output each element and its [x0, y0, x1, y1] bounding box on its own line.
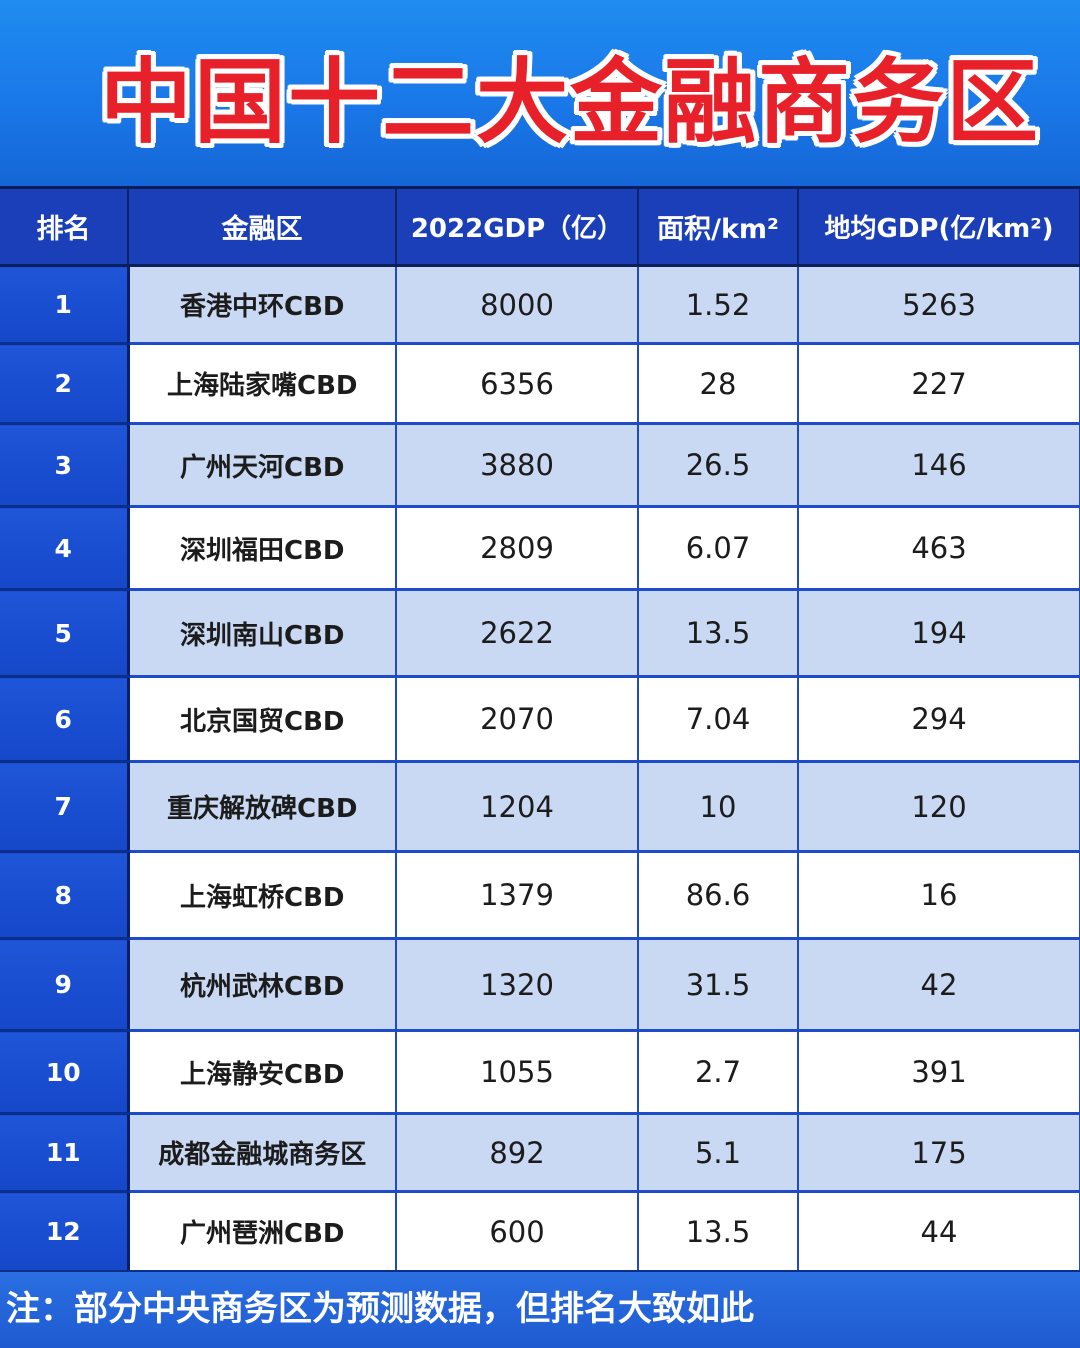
rank-cell: 9: [0, 938, 130, 1032]
area-cell: 10: [638, 761, 799, 853]
gdp-cell: 8000: [396, 265, 639, 345]
area-cell: 26.5: [638, 423, 799, 508]
district-cell: 深圳福田CBD: [128, 506, 397, 591]
table-row: 12 广州琶洲CBD 600 13.5 44: [0, 1191, 1080, 1273]
rank-cell: 5: [0, 589, 130, 678]
district-cell: 上海陆家嘴CBD: [128, 343, 397, 425]
area-cell: 6.07: [638, 506, 799, 591]
district-cell: 上海静安CBD: [128, 1030, 397, 1115]
district-cell: 杭州武林CBD: [128, 938, 397, 1032]
rank-cell: 12: [0, 1191, 130, 1273]
density-cell: 175: [798, 1113, 1080, 1193]
table-row: 4 深圳福田CBD 2809 6.07 463: [0, 506, 1080, 591]
header-row: 排名 金融区 2022GDP（亿） 面积/km² 地均GDP(亿/km²): [0, 186, 1080, 267]
area-cell: 13.5: [638, 589, 799, 678]
gdp-cell: 6356: [396, 343, 639, 425]
table-row: 2 上海陆家嘴CBD 6356 28 227: [0, 343, 1080, 425]
header-gdp: 2022GDP（亿）: [396, 186, 639, 267]
area-cell: 7.04: [638, 676, 799, 763]
rank-cell: 8: [0, 851, 130, 940]
header-area: 面积/km²: [638, 186, 799, 267]
gdp-cell: 892: [396, 1113, 639, 1193]
cbd-ranking-table-container: 排名 金融区 2022GDP（亿） 面积/km² 地均GDP(亿/km²) 1 …: [0, 186, 1080, 1273]
rank-cell: 2: [0, 343, 130, 425]
header-rank: 排名: [0, 186, 129, 267]
district-cell: 上海虹桥CBD: [128, 851, 397, 940]
rank-cell: 6: [0, 676, 130, 763]
gdp-cell: 1379: [396, 851, 639, 940]
gdp-cell: 1055: [396, 1030, 639, 1115]
density-cell: 194: [798, 589, 1080, 678]
rank-cell: 4: [0, 506, 130, 591]
header-district: 金融区: [128, 186, 397, 267]
table-row: 8 上海虹桥CBD 1379 86.6 16: [0, 851, 1080, 940]
area-cell: 28: [638, 343, 799, 425]
density-cell: 44: [798, 1191, 1080, 1273]
area-cell: 1.52: [638, 265, 799, 345]
table-body: 1 香港中环CBD 8000 1.52 5263 2 上海陆家嘴CBD 6356…: [0, 265, 1080, 1273]
density-cell: 120: [798, 761, 1080, 853]
district-cell: 广州天河CBD: [128, 423, 397, 508]
area-cell: 5.1: [638, 1113, 799, 1193]
gdp-cell: 1320: [396, 938, 639, 1032]
density-cell: 5263: [798, 265, 1080, 345]
footnote: 注：部分中央商务区为预测数据，但排名大致如此: [0, 1270, 1080, 1348]
title-banner: 中国十二大金融商务区: [0, 0, 1080, 185]
rank-cell: 11: [0, 1113, 130, 1193]
area-cell: 31.5: [638, 938, 799, 1032]
density-cell: 294: [798, 676, 1080, 763]
rank-cell: 1: [0, 265, 130, 345]
gdp-cell: 2070: [396, 676, 639, 763]
table-header: 排名 金融区 2022GDP（亿） 面积/km² 地均GDP(亿/km²): [0, 186, 1080, 267]
table-row: 11 成都金融城商务区 892 5.1 175: [0, 1113, 1080, 1193]
density-cell: 16: [798, 851, 1080, 940]
district-cell: 重庆解放碑CBD: [128, 761, 397, 853]
table-row: 7 重庆解放碑CBD 1204 10 120: [0, 761, 1080, 853]
density-cell: 227: [798, 343, 1080, 425]
table-row: 3 广州天河CBD 3880 26.5 146: [0, 423, 1080, 508]
page-title: 中国十二大金融商务区: [99, 49, 1040, 156]
table-row: 6 北京国贸CBD 2070 7.04 294: [0, 676, 1080, 763]
gdp-cell: 1204: [396, 761, 639, 853]
cbd-ranking-table: 排名 金融区 2022GDP（亿） 面积/km² 地均GDP(亿/km²) 1 …: [0, 186, 1080, 1273]
density-cell: 463: [798, 506, 1080, 591]
district-cell: 广州琶洲CBD: [128, 1191, 397, 1273]
density-cell: 42: [798, 938, 1080, 1032]
district-cell: 深圳南山CBD: [128, 589, 397, 678]
district-cell: 北京国贸CBD: [128, 676, 397, 763]
district-cell: 成都金融城商务区: [128, 1113, 397, 1193]
table-row: 10 上海静安CBD 1055 2.7 391: [0, 1030, 1080, 1115]
gdp-cell: 3880: [396, 423, 639, 508]
area-cell: 13.5: [638, 1191, 799, 1273]
area-cell: 2.7: [638, 1030, 799, 1115]
table-row: 9 杭州武林CBD 1320 31.5 42: [0, 938, 1080, 1032]
rank-cell: 3: [0, 423, 130, 508]
rank-cell: 7: [0, 761, 130, 853]
table-row: 1 香港中环CBD 8000 1.52 5263: [0, 265, 1080, 345]
district-cell: 香港中环CBD: [128, 265, 397, 345]
density-cell: 146: [798, 423, 1080, 508]
area-cell: 86.6: [638, 851, 799, 940]
density-cell: 391: [798, 1030, 1080, 1115]
table-row: 5 深圳南山CBD 2622 13.5 194: [0, 589, 1080, 678]
gdp-cell: 2809: [396, 506, 639, 591]
gdp-cell: 2622: [396, 589, 639, 678]
header-density: 地均GDP(亿/km²): [798, 186, 1080, 267]
gdp-cell: 600: [396, 1191, 639, 1273]
rank-cell: 10: [0, 1030, 130, 1115]
